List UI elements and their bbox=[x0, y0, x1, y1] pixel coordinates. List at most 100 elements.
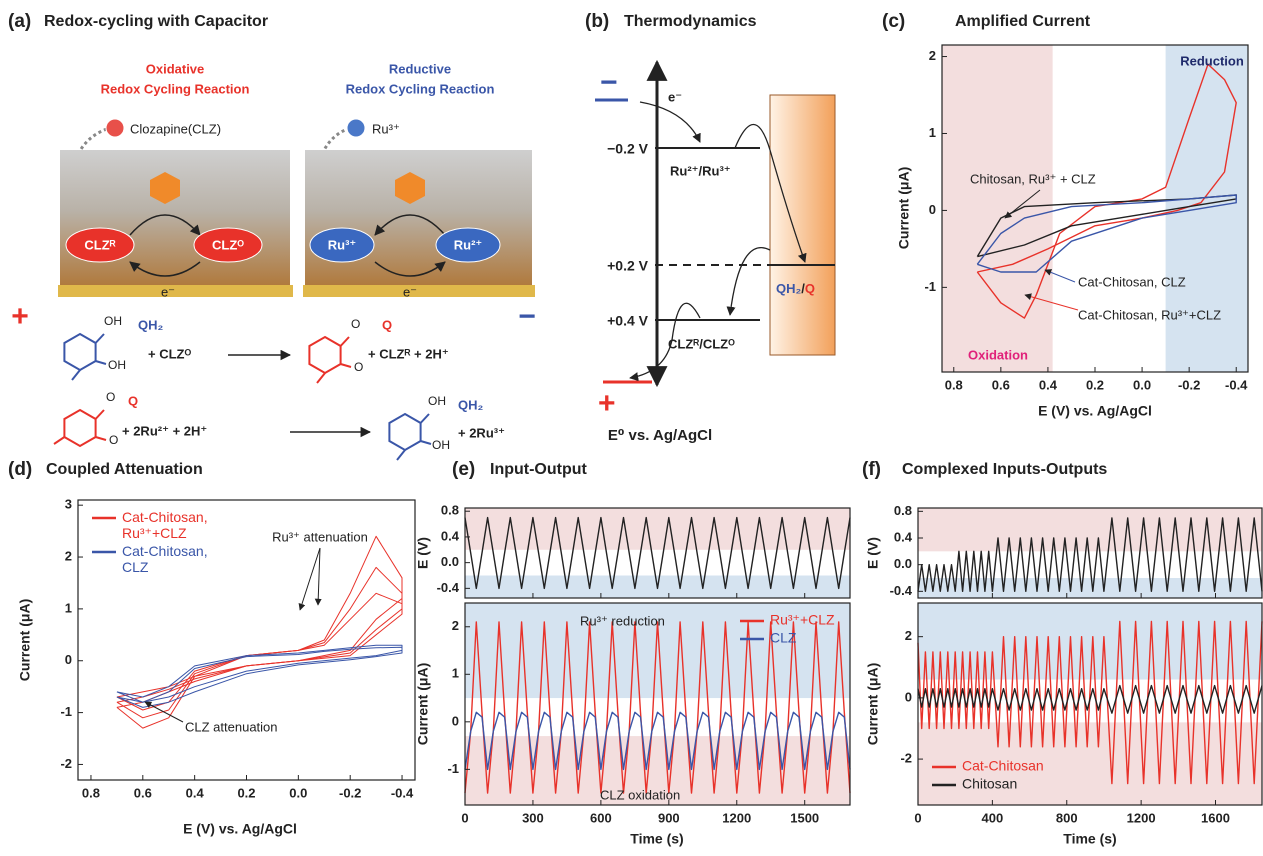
species: Clozapine(CLZ) bbox=[130, 121, 221, 136]
couple: CLZᴿ/CLZᴼ bbox=[668, 336, 735, 351]
panel-label: (f) bbox=[862, 459, 881, 480]
byproducts: + 2Ru³⁺ bbox=[458, 425, 505, 440]
reactant: QH₂ bbox=[138, 317, 164, 332]
species: Ru³⁺ bbox=[328, 237, 357, 252]
legend-label-line: Ru³⁺+CLZ bbox=[122, 525, 187, 541]
y-tick-label: -1 bbox=[924, 279, 936, 294]
x-tick-label: 800 bbox=[1056, 810, 1078, 825]
y-tick-label: 0.0 bbox=[441, 554, 459, 569]
x-tick-label: 0.8 bbox=[82, 785, 100, 800]
panel-title: Redox-cycling with Capacitor bbox=[44, 13, 268, 30]
x-axis-label: Time (s) bbox=[630, 831, 683, 847]
electron: e⁻ bbox=[161, 284, 175, 299]
panel-a: Oxidative Redox Cycling Reaction Reducti… bbox=[11, 61, 536, 460]
annotation: CLZ oxidation bbox=[600, 787, 680, 802]
oxo: O bbox=[354, 360, 363, 374]
y-tick-label: 0 bbox=[452, 713, 459, 728]
reagent: + CLZᴼ bbox=[148, 346, 191, 361]
y-tick-label: -2 bbox=[60, 756, 72, 771]
y-axis-label: E (V) bbox=[415, 537, 431, 569]
x-tick-label: 600 bbox=[590, 810, 612, 825]
annotation: Oxidation bbox=[968, 347, 1028, 362]
panel-title: Input-Output bbox=[490, 461, 588, 478]
y-tick-label: 0.8 bbox=[894, 503, 912, 518]
pole: − bbox=[600, 66, 618, 99]
x-axis-label: E (V) vs. Ag/AgCl bbox=[1038, 403, 1152, 419]
x-tick-label: 0.6 bbox=[134, 785, 152, 800]
x-tick-label: 0.8 bbox=[945, 377, 963, 392]
x-tick-label: 0.2 bbox=[1086, 377, 1104, 392]
x-tick-label: 0.6 bbox=[992, 377, 1010, 392]
y-tick-label: 0.8 bbox=[441, 503, 459, 518]
shaded-band bbox=[942, 45, 1053, 372]
x-tick-label: 400 bbox=[982, 810, 1004, 825]
product: QH₂ bbox=[458, 397, 484, 412]
legend-label-line: CLZ bbox=[122, 559, 149, 575]
y-tick-label: 0 bbox=[929, 202, 936, 217]
potential: −0.2 V bbox=[607, 141, 649, 157]
pole: + bbox=[598, 387, 616, 420]
y-tick-label: 2 bbox=[452, 618, 459, 633]
y-tick-label: -1 bbox=[60, 704, 72, 719]
couple: Ru²⁺/Ru³⁺ bbox=[670, 163, 731, 178]
x-tick-label: 900 bbox=[658, 810, 680, 825]
x-axis-label: E (V) vs. Ag/AgCl bbox=[183, 821, 297, 837]
electron: e⁻ bbox=[668, 89, 682, 104]
pole: + bbox=[11, 300, 29, 333]
y-tick-label: 2 bbox=[929, 48, 936, 63]
panel-label: (e) bbox=[452, 459, 475, 480]
y-tick-label: 1 bbox=[452, 666, 459, 681]
x-tick-label: 0.4 bbox=[1039, 377, 1058, 392]
heading: Redox Cycling Reaction bbox=[346, 81, 495, 96]
x-tick-label: 0.0 bbox=[289, 785, 307, 800]
x-tick-label: 1600 bbox=[1201, 810, 1230, 825]
hydroxyl: OH bbox=[104, 314, 122, 328]
legend-label: Chitosan bbox=[962, 776, 1017, 792]
y-tick-label: 0.0 bbox=[894, 556, 912, 571]
x-tick-label: -0.2 bbox=[339, 785, 361, 800]
hydroxyl: OH bbox=[108, 358, 126, 372]
panel-label: (d) bbox=[8, 459, 32, 480]
y-tick-label: 3 bbox=[65, 497, 72, 512]
potential: +0.4 V bbox=[607, 313, 649, 329]
y-axis-label: Current (μA) bbox=[415, 663, 431, 745]
x-tick-label: -0.4 bbox=[1225, 377, 1248, 392]
hydroxyl: OH bbox=[428, 394, 446, 408]
heading: Reductive bbox=[389, 61, 451, 76]
annotation: Reduction bbox=[1180, 53, 1244, 68]
pole: − bbox=[518, 300, 536, 333]
x-tick-label: 0 bbox=[461, 810, 468, 825]
x-tick-label: 1500 bbox=[790, 810, 819, 825]
annotation: Ru³⁺ attenuation bbox=[272, 529, 368, 544]
reactant: Q bbox=[128, 393, 138, 408]
annotation: Ru³⁺ reduction bbox=[580, 613, 665, 628]
y-tick-label: -0.4 bbox=[890, 583, 913, 598]
y-axis-label: E (V) bbox=[865, 537, 881, 569]
legend-label: CLZ bbox=[770, 630, 797, 646]
oxo: O bbox=[106, 390, 115, 404]
couple: QH₂/Q bbox=[776, 281, 815, 296]
reagent: + 2Ru²⁺ + 2H⁺ bbox=[122, 423, 207, 438]
x-axis-label: Time (s) bbox=[1063, 831, 1116, 847]
panel-title: Complexed Inputs-Outputs bbox=[902, 461, 1107, 478]
product: Q bbox=[382, 317, 392, 332]
x-tick-label: 1200 bbox=[1127, 810, 1156, 825]
panel-label: (b) bbox=[585, 11, 609, 32]
x-tick-label: 0.0 bbox=[1133, 377, 1151, 392]
panel-title: Coupled Attenuation bbox=[46, 461, 203, 478]
hydroxyl: OH bbox=[432, 438, 450, 452]
electron: e⁻ bbox=[403, 284, 417, 299]
x-tick-label: 300 bbox=[522, 810, 544, 825]
y-axis-label: Current (μA) bbox=[865, 663, 881, 745]
series-annotation: Chitosan, Ru³⁺ + CLZ bbox=[970, 171, 1096, 186]
heading: Redox Cycling Reaction bbox=[101, 81, 250, 96]
species: Ru²⁺ bbox=[454, 237, 483, 252]
panel-b: − + e⁻ −0.2 V +0.2 V +0.4 V Ru²⁺/Ru³⁺ QH… bbox=[595, 62, 835, 444]
legend-label-line: Cat-Chitosan, bbox=[122, 543, 211, 559]
legend-label: Cat-Chitosan bbox=[962, 758, 1044, 774]
series-annotation: Cat-Chitosan, CLZ bbox=[1078, 274, 1186, 289]
y-tick-label: 1 bbox=[929, 125, 936, 140]
oxo: O bbox=[109, 433, 118, 447]
y-tick-label: 0 bbox=[65, 652, 72, 667]
shaded-band bbox=[918, 508, 1262, 551]
